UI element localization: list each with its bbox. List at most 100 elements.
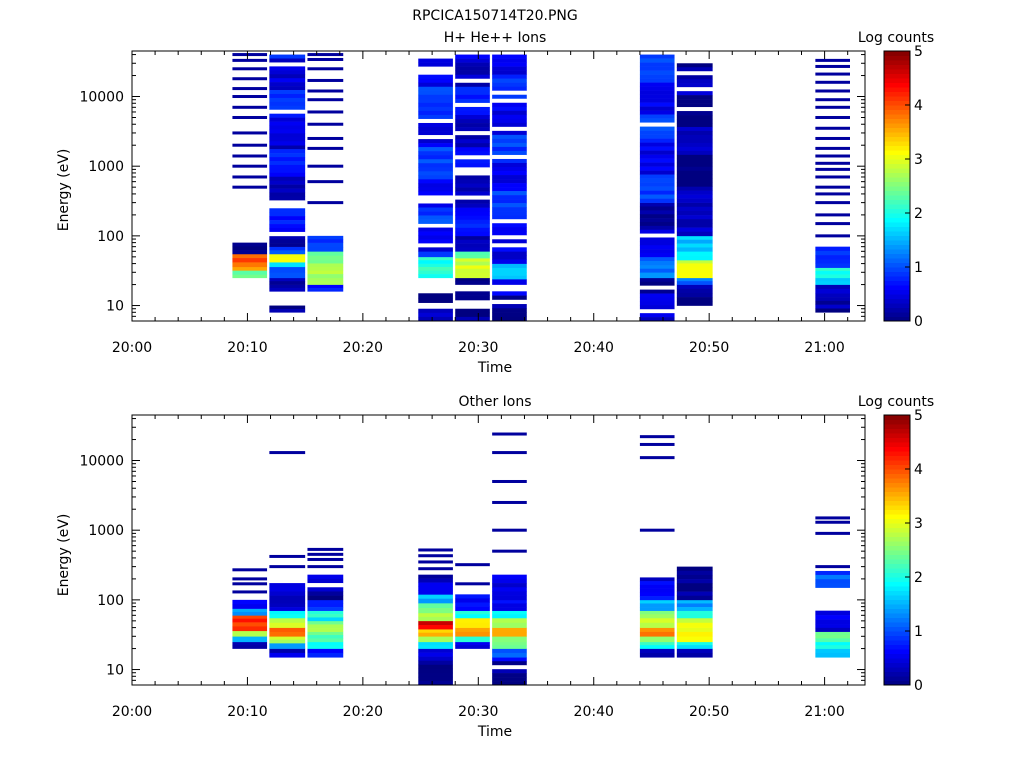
colorbar-segment [884, 644, 910, 650]
colorbar-segment [884, 451, 910, 456]
energy-bin [455, 90, 490, 96]
energy-bin-line [639, 528, 675, 532]
energy-bin [455, 594, 490, 599]
energy-bin [492, 58, 527, 63]
energy-bin [639, 301, 675, 306]
energy-bin [639, 66, 675, 71]
energy-bin [676, 281, 713, 285]
energy-bin [418, 183, 453, 188]
time-slice-column [269, 54, 306, 313]
energy-bin [492, 138, 527, 144]
energy-bin [269, 66, 306, 71]
colorbar-segment [884, 145, 910, 151]
colorbar-segment [884, 653, 910, 659]
energy-bin [492, 203, 527, 208]
energy-bin [639, 252, 675, 258]
energy-bin [269, 70, 306, 75]
energy-bin [492, 595, 527, 601]
energy-bin [232, 253, 268, 259]
energy-bin [492, 652, 527, 658]
energy-bin-line [815, 167, 850, 171]
energy-bin [639, 82, 675, 87]
energy-bin-line [815, 234, 850, 238]
energy-bin [455, 143, 490, 148]
energy-bin [639, 577, 675, 582]
colorbar-segment [884, 455, 910, 461]
energy-bin [232, 618, 268, 623]
colorbar-segment [884, 568, 910, 573]
energy-bin [455, 641, 490, 646]
energy-bin [492, 610, 527, 615]
energy-bin [418, 78, 453, 84]
energy-bin [418, 308, 453, 314]
energy-bin [815, 638, 850, 643]
figure-title: RPCICA150714T20.PNG [412, 8, 577, 24]
colorbar-segment [884, 586, 910, 591]
energy-bin [418, 598, 453, 604]
energy-bin [639, 596, 675, 601]
energy-bin [639, 142, 675, 147]
energy-bin [269, 631, 306, 637]
energy-bin [455, 622, 490, 628]
energy-bin [418, 582, 453, 587]
energy-bin [639, 126, 675, 131]
energy-bin [269, 62, 306, 67]
energy-bin [492, 243, 527, 248]
energy-bin [418, 122, 453, 128]
energy-bin [639, 636, 675, 643]
energy-bin [639, 106, 675, 111]
colorbar-segment [884, 572, 910, 578]
energy-bin [455, 167, 490, 172]
colorbar-segment [884, 541, 910, 546]
energy-bin [492, 231, 527, 236]
energy-bin [307, 583, 344, 588]
energy-bin [269, 117, 306, 122]
energy-bin [815, 255, 850, 260]
colorbar-tick-label: 5 [914, 44, 923, 60]
energy-bin [639, 74, 675, 79]
energy-bin [492, 316, 527, 322]
colorbar-segment [884, 581, 910, 587]
energy-bin [269, 149, 306, 154]
energy-bin [455, 179, 490, 184]
energy-bin [269, 121, 306, 126]
energy-bin [639, 599, 675, 604]
energy-bin [676, 636, 713, 643]
energy-bin [232, 262, 268, 268]
energy-bin [639, 110, 675, 115]
energy-bin [639, 158, 675, 163]
energy-bin [815, 652, 850, 658]
energy-bin [492, 219, 527, 224]
energy-bin [418, 656, 453, 662]
energy-bin [418, 106, 453, 112]
energy-bin [307, 610, 344, 615]
energy-bin [676, 119, 713, 124]
energy-bin [455, 272, 490, 279]
colorbar-segment [884, 172, 910, 178]
energy-bin [492, 636, 527, 643]
colorbar-segment [884, 464, 910, 470]
energy-bin [639, 309, 675, 314]
time-slice-column [676, 63, 713, 306]
colorbar-segment [884, 640, 910, 645]
energy-bin [492, 235, 527, 240]
energy-bin [639, 146, 675, 151]
colorbar-segment [884, 469, 910, 474]
energy-bin [815, 631, 850, 636]
energy-bin [492, 102, 527, 108]
energy-bin [269, 266, 306, 273]
energy-bin-line [815, 72, 850, 76]
energy-bin-line [232, 175, 268, 179]
x-tick-label: 20:40 [574, 704, 614, 720]
energy-bin [232, 611, 268, 616]
colorbar-segment [884, 136, 910, 142]
energy-bin [269, 591, 306, 596]
energy-bin [269, 172, 306, 178]
time-slice-column [815, 516, 850, 658]
energy-bin [676, 142, 713, 148]
energy-bin [269, 587, 306, 592]
energy-bin [639, 214, 675, 219]
colorbar-segment [884, 186, 910, 191]
energy-bin [676, 223, 713, 228]
energy-bin [815, 277, 850, 282]
